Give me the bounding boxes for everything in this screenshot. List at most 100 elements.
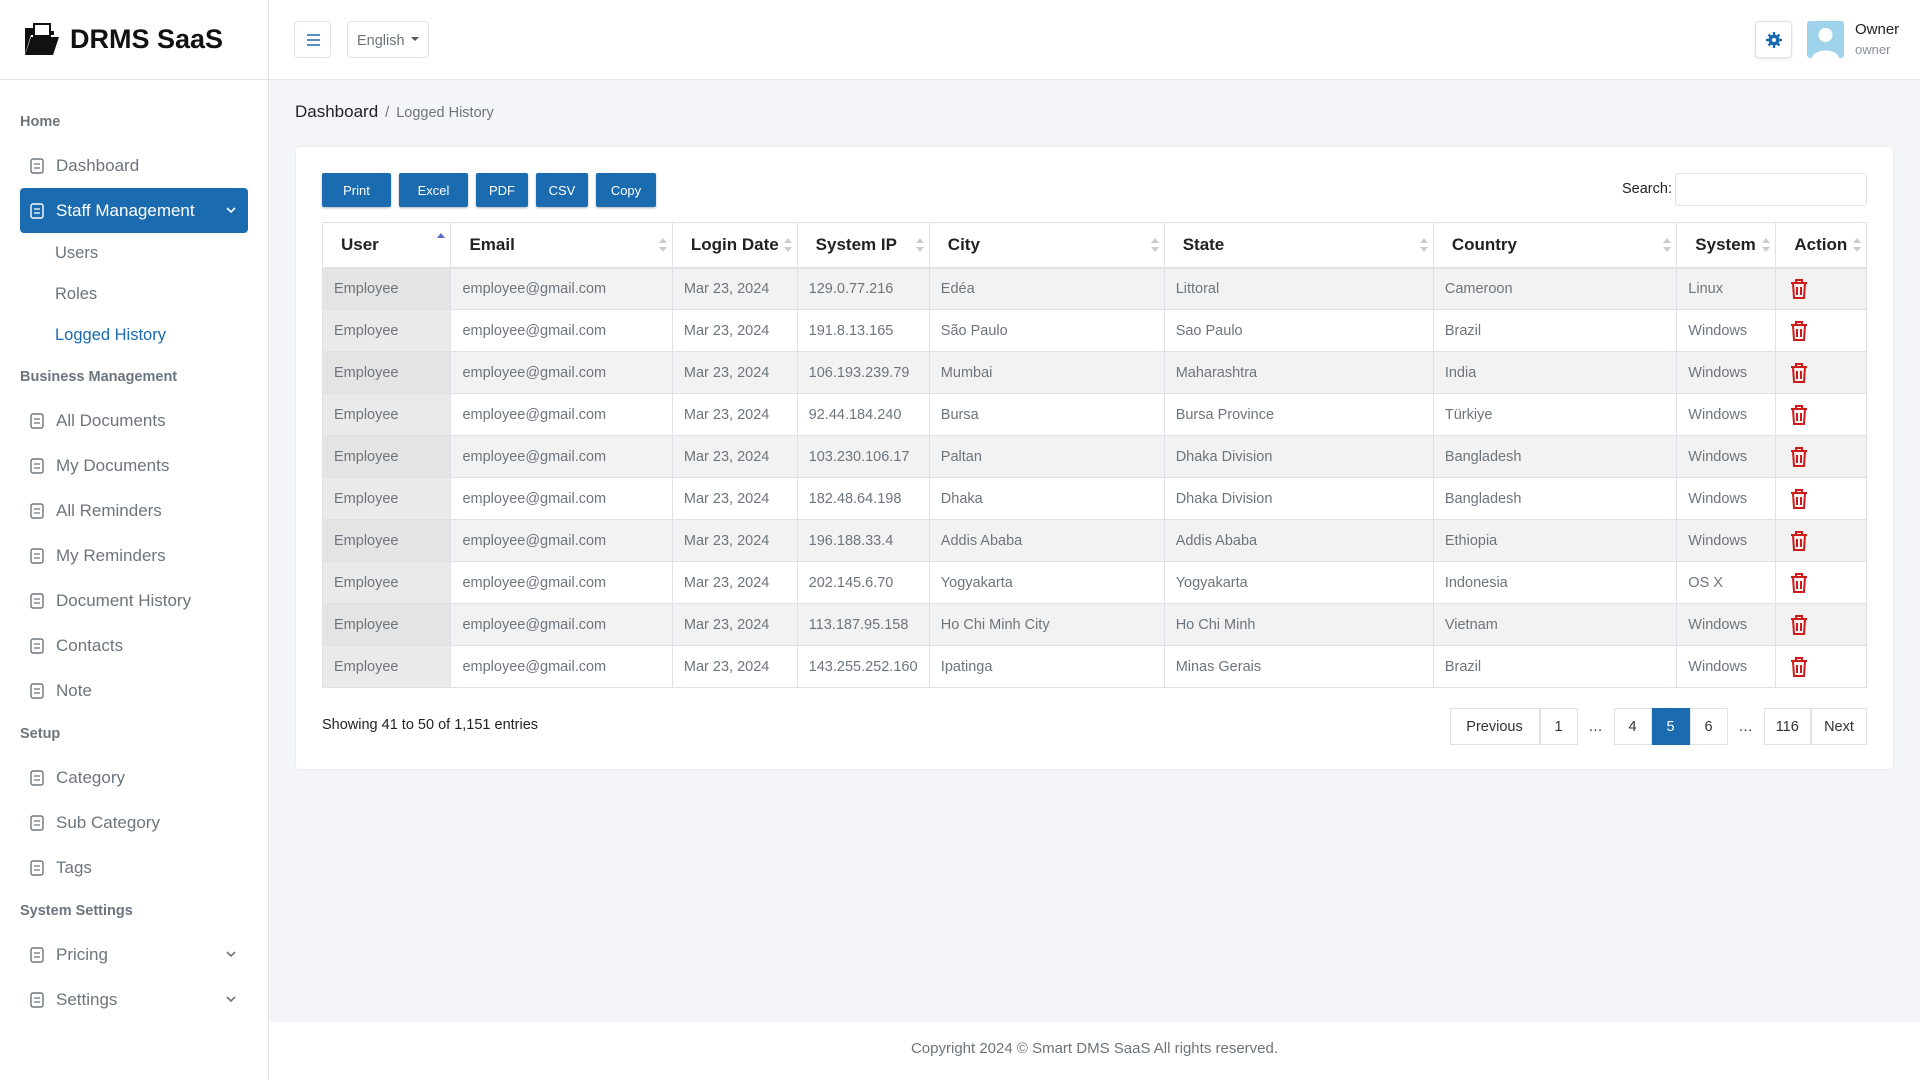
page-button[interactable]: 6 bbox=[1689, 708, 1728, 745]
delete-button[interactable] bbox=[1789, 404, 1809, 426]
table-row: Employee employee@gmail.com Mar 23, 2024 11… bbox=[321, 603, 1867, 646]
delete-button[interactable] bbox=[1789, 278, 1809, 300]
delete-button[interactable] bbox=[1789, 614, 1809, 636]
nav-item[interactable]: Staff Management bbox=[20, 188, 248, 233]
page-button[interactable]: 4 bbox=[1613, 708, 1652, 745]
column-header[interactable]: System bbox=[1676, 222, 1777, 269]
table-cell: employee@gmail.com bbox=[450, 645, 673, 688]
sort-icon bbox=[658, 238, 667, 252]
nav-label: Staff Management bbox=[56, 200, 195, 220]
footer: Copyright 2024 © Smart DMS SaaS All righ… bbox=[269, 1022, 1920, 1080]
search-input[interactable] bbox=[1675, 173, 1867, 206]
avatar[interactable] bbox=[1807, 21, 1844, 58]
table-cell: Ipatinga bbox=[928, 645, 1165, 688]
column-header[interactable]: Action bbox=[1775, 222, 1867, 269]
nav-subitem[interactable]: Logged History bbox=[55, 326, 166, 344]
nav-item[interactable]: My Reminders bbox=[20, 533, 248, 578]
column-header[interactable]: System IP bbox=[796, 222, 930, 269]
page-button[interactable]: Previous bbox=[1449, 708, 1540, 745]
menu-icon bbox=[307, 34, 320, 46]
table-cell: Mar 23, 2024 bbox=[671, 519, 798, 562]
page-button[interactable]: 1 bbox=[1539, 708, 1578, 745]
nav-item[interactable]: Tags bbox=[20, 845, 248, 890]
table-info: Showing 41 to 50 of 1,151 entries bbox=[322, 717, 539, 733]
sort-icon bbox=[1853, 238, 1861, 252]
delete-button[interactable] bbox=[1789, 446, 1809, 468]
nav-item[interactable]: My Documents bbox=[20, 443, 248, 488]
page-button[interactable]: 116 bbox=[1763, 708, 1811, 745]
action-cell bbox=[1775, 477, 1867, 520]
breadcrumb-current: Logged History bbox=[396, 105, 494, 121]
nav-icon bbox=[30, 502, 44, 519]
export-button[interactable]: Copy bbox=[596, 173, 656, 207]
delete-button[interactable] bbox=[1789, 362, 1809, 384]
table-cell: Employee bbox=[321, 519, 452, 562]
export-button[interactable]: Excel bbox=[399, 173, 468, 207]
table-cell: Employee bbox=[321, 267, 452, 310]
sidebar: DRMS SaaS Home Dashboard Staff Management U… bbox=[0, 0, 269, 1080]
column-header[interactable]: Email bbox=[450, 222, 673, 269]
data-table: User Email Login Date System IP City State Cou… bbox=[321, 222, 1867, 688]
nav-subitem[interactable]: Roles bbox=[55, 285, 98, 303]
nav-item[interactable]: All Documents bbox=[20, 398, 248, 443]
nav-item[interactable]: Category bbox=[20, 755, 248, 800]
table-cell: Employee bbox=[321, 393, 452, 436]
delete-button[interactable] bbox=[1789, 488, 1809, 510]
delete-button[interactable] bbox=[1789, 320, 1809, 342]
column-header[interactable]: Country bbox=[1432, 222, 1678, 269]
table-cell: Bangladesh bbox=[1432, 435, 1678, 478]
nav-item[interactable]: Document History bbox=[20, 578, 248, 623]
nav-icon bbox=[30, 859, 44, 876]
nav-item[interactable]: Dashboard bbox=[20, 143, 248, 188]
export-button[interactable]: Print bbox=[322, 173, 391, 207]
table-cell: Windows bbox=[1676, 309, 1777, 352]
table-cell: Ho Chi Minh City bbox=[928, 603, 1165, 646]
language-select[interactable]: English bbox=[347, 21, 429, 58]
nav-item[interactable]: Settings bbox=[20, 977, 248, 1022]
sort-icon bbox=[915, 238, 924, 252]
page-button[interactable]: 5 bbox=[1651, 708, 1690, 745]
table-row: Employee employee@gmail.com Mar 23, 2024 12… bbox=[321, 267, 1867, 310]
column-label: Country bbox=[1451, 234, 1518, 254]
settings-button[interactable] bbox=[1755, 21, 1792, 58]
nav-subitem[interactable]: Users bbox=[55, 244, 99, 262]
column-header[interactable]: User bbox=[321, 222, 452, 269]
nav-icon bbox=[30, 769, 44, 786]
nav-item[interactable]: Note bbox=[20, 668, 248, 713]
delete-button[interactable] bbox=[1789, 656, 1809, 678]
nav-item[interactable]: Contacts bbox=[20, 623, 248, 668]
brand[interactable]: DRMS SaaS bbox=[0, 0, 268, 80]
export-button[interactable]: CSV bbox=[536, 173, 588, 207]
table-row: Employee employee@gmail.com Mar 23, 2024 10… bbox=[321, 435, 1867, 478]
nav-item[interactable]: All Reminders bbox=[20, 488, 248, 533]
nav-icon bbox=[30, 814, 44, 831]
table-cell: Windows bbox=[1676, 435, 1777, 478]
delete-button[interactable] bbox=[1789, 530, 1809, 552]
nav-icon bbox=[30, 202, 44, 219]
table-cell: employee@gmail.com bbox=[450, 267, 673, 310]
separator: / bbox=[385, 105, 390, 121]
page-button[interactable]: Next bbox=[1811, 708, 1867, 745]
sort-icon bbox=[1663, 238, 1672, 252]
table-cell: Cameroon bbox=[1432, 267, 1678, 310]
table-cell: Mar 23, 2024 bbox=[671, 267, 798, 310]
nav-label: Pricing bbox=[56, 944, 108, 964]
table-cell: Maharashtra bbox=[1163, 351, 1434, 394]
table-cell: Employee bbox=[321, 603, 452, 646]
table-cell: Mar 23, 2024 bbox=[671, 603, 798, 646]
nav-item[interactable]: Sub Category bbox=[20, 800, 248, 845]
nav-icon bbox=[30, 682, 44, 699]
breadcrumb-link[interactable]: Dashboard bbox=[295, 102, 379, 121]
column-header[interactable]: Login Date bbox=[671, 222, 798, 269]
nav-item[interactable]: Pricing bbox=[20, 932, 248, 977]
menu-toggle[interactable] bbox=[294, 21, 331, 58]
column-header[interactable]: State bbox=[1163, 222, 1434, 269]
section-title: System Settings bbox=[20, 903, 133, 919]
delete-button[interactable] bbox=[1789, 572, 1809, 594]
table-row: Employee employee@gmail.com Mar 23, 2024 19… bbox=[321, 309, 1867, 352]
export-button[interactable]: PDF bbox=[476, 173, 528, 207]
nav-icon bbox=[30, 991, 44, 1008]
table-cell: 143.255.252.160 bbox=[796, 645, 930, 688]
column-header[interactable]: City bbox=[928, 222, 1165, 269]
